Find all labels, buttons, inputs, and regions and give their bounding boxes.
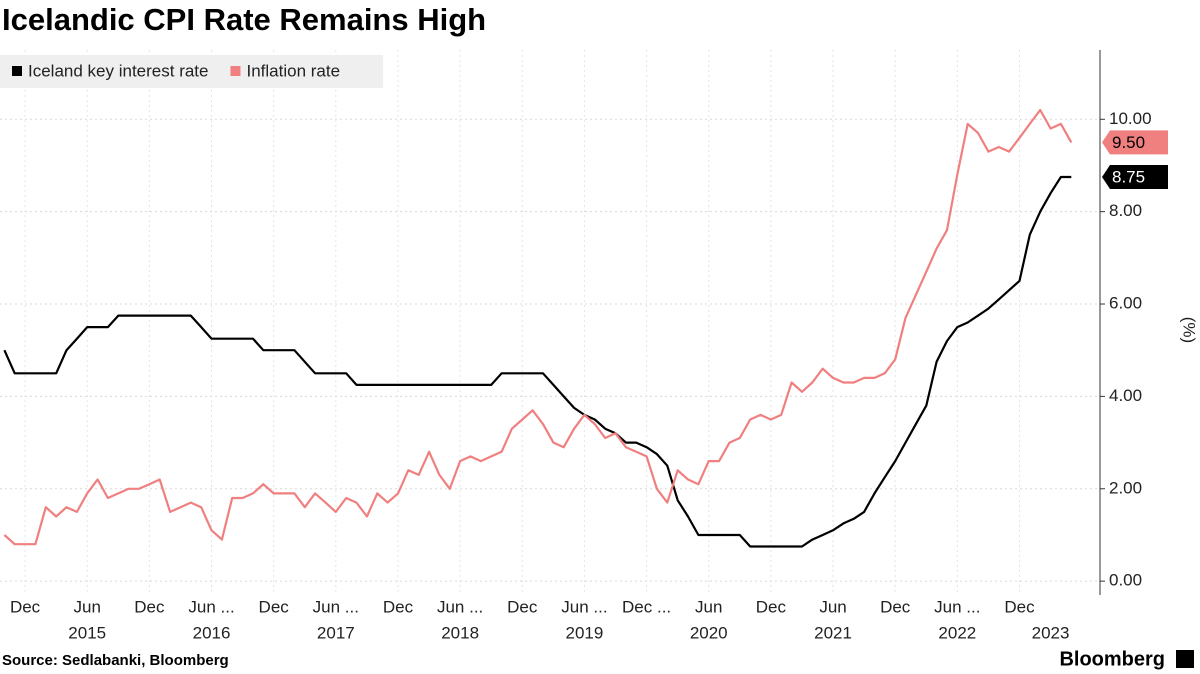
x-tick-label: Dec bbox=[880, 597, 911, 616]
x-tick-label: Dec bbox=[383, 597, 414, 616]
x-tick-label: Dec bbox=[1004, 597, 1035, 616]
x-tick-label: Jun ... bbox=[934, 597, 980, 616]
x-tick-label: Jun bbox=[819, 597, 846, 616]
x-tick-label: Jun ... bbox=[313, 597, 359, 616]
source: Source: Sedlabanki, Bloomberg bbox=[2, 652, 229, 669]
end-label: 8.75 bbox=[1112, 167, 1145, 186]
y-tick-label: 0.00 bbox=[1109, 571, 1142, 590]
brand: Bloomberg bbox=[1059, 648, 1165, 670]
legend-box bbox=[0, 55, 383, 88]
x-year-label: 2020 bbox=[690, 623, 728, 642]
x-year-label: 2015 bbox=[68, 623, 106, 642]
x-year-label: 2017 bbox=[317, 623, 355, 642]
legend-swatch bbox=[230, 66, 241, 76]
x-tick-label: Jun ... bbox=[437, 597, 483, 616]
series-line bbox=[3, 108, 1073, 546]
chart-title: Icelandic CPI Rate Remains High bbox=[2, 2, 486, 37]
x-tick-label: Dec bbox=[134, 597, 165, 616]
y-tick-label: 6.00 bbox=[1109, 294, 1142, 313]
y-axis-label: (%) bbox=[1180, 317, 1199, 343]
legend-swatch bbox=[12, 66, 22, 76]
brand-icon bbox=[1176, 650, 1194, 668]
x-tick-label: Dec bbox=[756, 597, 787, 616]
x-tick-label: Jun bbox=[695, 597, 722, 616]
x-tick-label: Dec ... bbox=[622, 597, 671, 616]
x-year-label: 2016 bbox=[193, 623, 231, 642]
x-tick-label: Dec bbox=[10, 597, 41, 616]
y-tick-label: 10.00 bbox=[1109, 109, 1152, 128]
x-year-label: 2023 bbox=[1032, 623, 1070, 642]
x-tick-label: Jun ... bbox=[188, 597, 234, 616]
x-year-label: 2022 bbox=[938, 623, 976, 642]
end-label-box bbox=[1102, 130, 1168, 155]
legend-label: Iceland key interest rate bbox=[28, 61, 208, 80]
legend-label: Inflation rate bbox=[246, 61, 340, 80]
end-label-box bbox=[1102, 165, 1168, 190]
x-tick-label: Dec bbox=[507, 597, 538, 616]
x-tick-label: Jun ... bbox=[561, 597, 607, 616]
series-line bbox=[3, 175, 1072, 548]
y-tick-label: 4.00 bbox=[1109, 386, 1142, 405]
y-tick-label: 8.00 bbox=[1109, 201, 1142, 220]
x-tick-label: Jun bbox=[74, 597, 101, 616]
y-tick-label: 2.00 bbox=[1109, 478, 1142, 497]
x-year-label: 2019 bbox=[566, 623, 604, 642]
end-label: 9.50 bbox=[1112, 133, 1145, 152]
x-year-label: 2021 bbox=[814, 623, 852, 642]
x-tick-label: Dec bbox=[259, 597, 290, 616]
x-year-label: 2018 bbox=[441, 623, 479, 642]
